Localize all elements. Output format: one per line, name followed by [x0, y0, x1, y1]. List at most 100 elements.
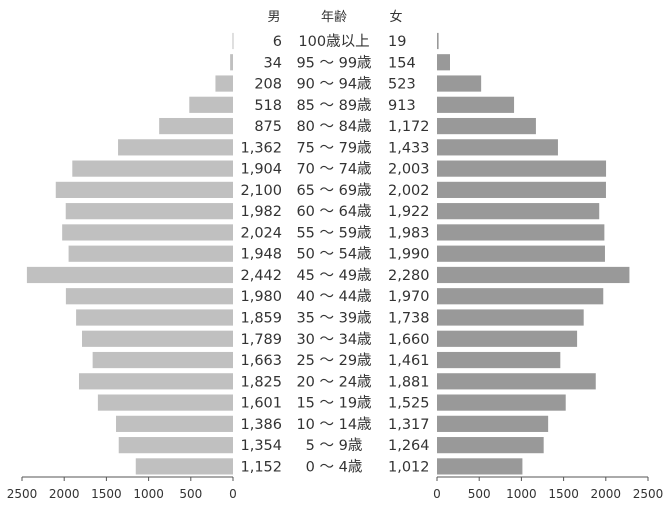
- male-axis-tick-label: 0: [229, 487, 237, 501]
- male-bar: [78, 373, 233, 390]
- female-value-label: 913: [388, 98, 416, 114]
- male-value-labels: 6 34 208 518 875 1,362 1,904 2,100 1,982 2,024 1,9…: [240, 34, 282, 475]
- age-group-label: 55 ～ 59歳: [296, 224, 371, 241]
- female-bar: [437, 330, 578, 347]
- male-bar: [65, 288, 233, 305]
- male-value-label: 1,362: [240, 140, 282, 156]
- female-bar: [437, 458, 523, 475]
- female-axis-tick-label: 500: [468, 487, 491, 501]
- age-group-label: 35 ～ 39歳: [296, 310, 371, 327]
- female-value-label: 1,172: [388, 119, 430, 135]
- female-bar: [437, 160, 607, 177]
- female-bar: [437, 32, 439, 50]
- male-bar: [189, 96, 233, 113]
- female-axis-tick-label: 2000: [591, 487, 622, 501]
- female-value-labels: 19 154 523 913 1,172 1,433 2,003 2,002 1,922 1,98…: [388, 34, 430, 475]
- female-value-label: 1,264: [388, 438, 430, 454]
- male-bar: [116, 415, 233, 432]
- male-value-label: 208: [254, 77, 282, 93]
- female-value-label: 1,012: [388, 459, 430, 475]
- female-bar: [437, 96, 515, 113]
- age-group-label: 75 ～ 79歳: [296, 139, 371, 156]
- female-value-label: 1,738: [388, 311, 430, 327]
- age-group-label: 15 ～ 19歳: [296, 395, 371, 412]
- female-bar: [437, 245, 605, 262]
- female-bar: [437, 266, 630, 284]
- male-value-label: 2,100: [240, 183, 282, 199]
- age-group-label: 5 ～ 9歳: [306, 437, 363, 454]
- female-bars: [437, 32, 630, 475]
- male-value-label: 1,948: [240, 247, 282, 263]
- male-value-label: 1,904: [240, 162, 282, 178]
- female-bar: [437, 309, 584, 326]
- female-value-label: 2,003: [388, 162, 430, 178]
- female-value-label: 1,922: [388, 204, 430, 220]
- age-group-label: 20 ～ 24歳: [296, 373, 371, 390]
- male-value-label: 1,982: [240, 204, 282, 220]
- female-value-label: 1,317: [388, 417, 430, 433]
- male-value-label: 1,663: [240, 353, 282, 369]
- female-bar: [437, 181, 606, 198]
- female-axis-tick-label: 2500: [633, 487, 664, 501]
- age-group-label: 50 ～ 54歳: [296, 246, 371, 263]
- female-axis-tick-label: 0: [433, 487, 441, 501]
- male-value-label: 1,386: [240, 417, 282, 433]
- age-group-label: 30 ～ 34歳: [296, 331, 371, 348]
- female-bar: [437, 75, 482, 92]
- age-group-label: 90 ～ 94歳: [296, 76, 371, 93]
- male-value-label: 1,825: [240, 374, 282, 390]
- male-bar: [72, 160, 233, 177]
- female-x-axis: 0 500 1000 1500 2000 2500: [433, 476, 664, 501]
- female-axis-tick-label: 1500: [548, 487, 579, 501]
- female-bar: [437, 117, 536, 135]
- male-bar: [118, 139, 233, 156]
- age-group-label: 95 ～ 99歳: [296, 54, 371, 71]
- female-bar: [437, 139, 558, 156]
- male-axis-tick-label: 1500: [91, 487, 122, 501]
- female-value-label: 2,002: [388, 183, 430, 199]
- male-axis-tick-label: 500: [179, 487, 202, 501]
- male-bar: [230, 54, 233, 71]
- male-bar: [159, 117, 233, 135]
- female-value-label: 1,881: [388, 374, 430, 390]
- male-value-label: 1,354: [240, 438, 282, 454]
- female-bar: [437, 394, 566, 411]
- male-value-label: 6: [273, 34, 282, 50]
- female-bar: [437, 373, 596, 390]
- female-value-label: 1,461: [388, 353, 430, 369]
- age-group-label: 65 ～ 69歳: [296, 182, 371, 199]
- male-bar: [232, 32, 234, 50]
- age-group-label: 70 ～ 74歳: [296, 161, 371, 178]
- male-axis-tick-label: 2500: [7, 487, 38, 501]
- female-value-label: 1,970: [388, 289, 430, 305]
- male-bar: [65, 203, 233, 220]
- male-value-label: 518: [254, 98, 282, 114]
- male-bar: [68, 245, 233, 262]
- male-x-axis: 0 500 1000 1500 2000 2500: [7, 476, 237, 501]
- female-bar: [437, 415, 549, 432]
- male-header: 男: [267, 10, 280, 25]
- column-headers: 男 年齢 女: [267, 9, 402, 25]
- male-value-label: 1,859: [240, 311, 282, 327]
- male-value-label: 875: [254, 119, 282, 135]
- male-value-label: 2,442: [240, 268, 282, 284]
- female-value-label: 154: [388, 55, 416, 71]
- male-value-label: 1,789: [240, 332, 282, 348]
- female-bar: [437, 351, 561, 369]
- female-value-label: 1,660: [388, 332, 430, 348]
- female-value-label: 1,990: [388, 247, 430, 263]
- male-bar: [97, 394, 233, 411]
- age-group-label: 85 ～ 89歳: [296, 97, 371, 114]
- female-bar: [437, 203, 600, 220]
- age-group-label: 60 ～ 64歳: [296, 203, 371, 220]
- age-header: 年齢: [321, 10, 347, 25]
- female-value-label: 19: [388, 34, 406, 50]
- female-value-label: 1,525: [388, 396, 430, 412]
- female-bar: [437, 224, 605, 241]
- male-value-label: 2,024: [240, 225, 282, 241]
- female-bar: [437, 288, 604, 305]
- female-bar: [437, 54, 450, 71]
- male-value-label: 1,980: [240, 289, 282, 305]
- age-group-label: 100歳以上: [298, 33, 369, 50]
